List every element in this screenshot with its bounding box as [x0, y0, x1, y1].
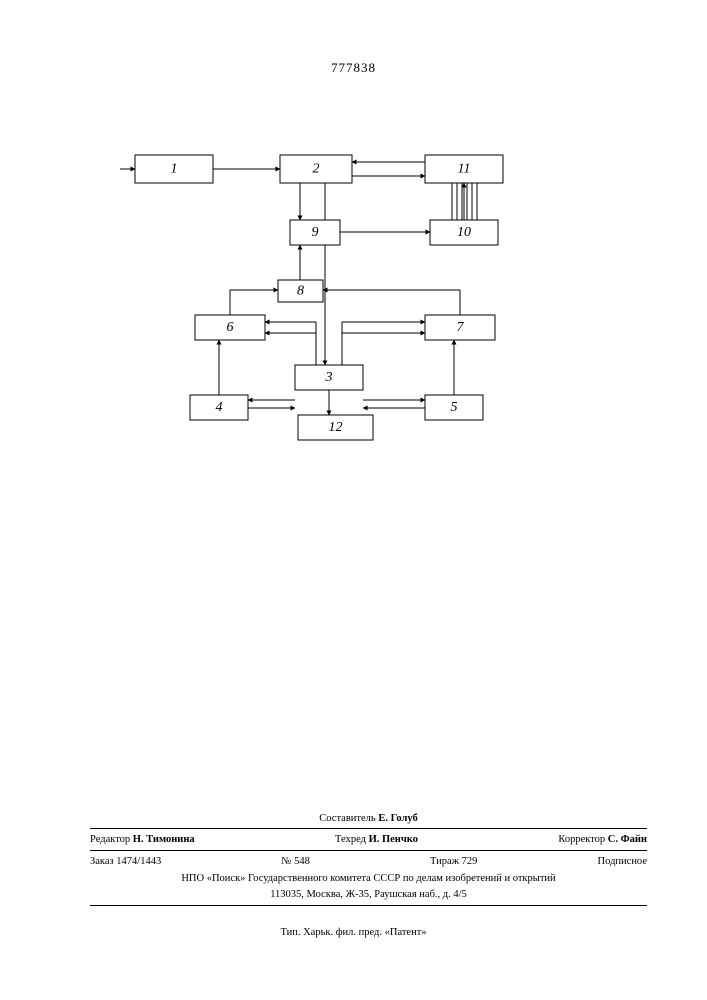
- order: Заказ 1474/1443: [90, 855, 161, 870]
- number: № 548: [281, 855, 309, 870]
- block-label-9: 9: [312, 225, 319, 240]
- block-label-5: 5: [451, 400, 458, 415]
- footer: Составитель Е. Голуб Редактор Н. Тимонин…: [90, 810, 647, 910]
- print-row: Заказ 1474/1443 № 548 Тираж 729 Подписно…: [90, 855, 647, 870]
- block-label-2: 2: [313, 162, 320, 177]
- block-label-6: 6: [227, 320, 234, 335]
- tirazh: Тираж 729: [430, 855, 477, 870]
- document-number: 777838: [0, 60, 707, 76]
- compiler-line: Составитель Е. Голуб: [90, 812, 647, 827]
- footer-rule-3: [90, 905, 647, 906]
- block-label-4: 4: [216, 400, 223, 415]
- address-line: 113035, Москва, Ж-35, Раушская наб., д. …: [90, 888, 647, 903]
- printer-line: Тип. Харьк. фил. пред. «Патент»: [0, 927, 707, 938]
- footer-rule-1: [90, 828, 647, 829]
- podpisnoe: Подписное: [598, 855, 647, 870]
- techred: Техред И. Пенчко: [335, 833, 418, 848]
- block-label-1: 1: [171, 162, 178, 177]
- page: 777838 121191086734512 Составитель Е. Го…: [0, 0, 707, 1000]
- org-line: НПО «Поиск» Государственного комитета СС…: [90, 872, 647, 887]
- editor: Редактор Н. Тимонина: [90, 833, 195, 848]
- footer-rule-2: [90, 850, 647, 851]
- block-label-12: 12: [329, 420, 343, 435]
- corrector: Корректор С. Файн: [558, 833, 647, 848]
- block-diagram: 121191086734512: [120, 140, 550, 470]
- block-label-8: 8: [297, 284, 304, 299]
- diagram-svg: 121191086734512: [120, 140, 550, 470]
- compiler-label: Составитель: [319, 813, 375, 824]
- block-label-7: 7: [457, 320, 465, 335]
- block-label-11: 11: [458, 162, 471, 177]
- block-label-10: 10: [457, 225, 471, 240]
- credits-row: Редактор Н. Тимонина Техред И. Пенчко Ко…: [90, 833, 647, 848]
- compiler-name: Е. Голуб: [378, 813, 417, 824]
- block-label-3: 3: [325, 370, 333, 385]
